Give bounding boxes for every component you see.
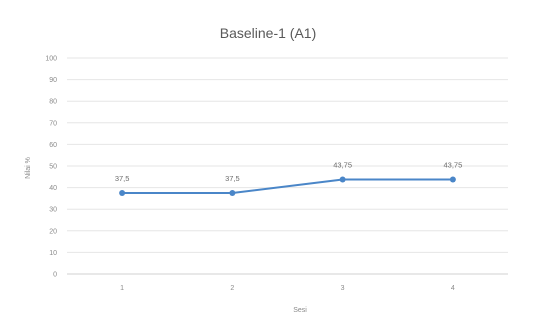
x-tick-label: 4 <box>451 285 455 292</box>
y-tick-label: 40 <box>49 185 57 192</box>
y-tick-label: 20 <box>49 228 57 235</box>
series <box>119 176 456 196</box>
x-tick-label: 3 <box>341 285 345 292</box>
y-tick-label: 30 <box>49 207 57 214</box>
y-tick-label: 80 <box>49 99 57 106</box>
y-tick-labels: 0 10 20 30 40 50 60 70 80 90 100 <box>45 56 57 279</box>
data-label: 37,5 <box>225 174 240 183</box>
data-point <box>229 190 236 196</box>
chart-title: Baseline-1 (A1) <box>220 25 317 41</box>
data-label: 43,75 <box>443 161 462 170</box>
data-labels: 37,5 37,5 43,75 43,75 <box>115 161 462 184</box>
data-point <box>339 176 346 183</box>
x-axis-label: Sesi <box>293 307 307 314</box>
y-tick-label: 60 <box>49 142 57 149</box>
x-tick-labels: 1 2 3 4 <box>120 285 455 292</box>
y-tick-label: 10 <box>49 250 57 257</box>
series-line <box>122 178 453 194</box>
y-tick-label: 0 <box>53 272 57 279</box>
y-tick-label: 100 <box>45 56 57 63</box>
data-point <box>449 176 456 183</box>
y-tick-label: 90 <box>49 77 57 84</box>
data-point <box>119 190 126 196</box>
data-label: 37,5 <box>115 174 130 183</box>
y-tick-label: 70 <box>49 120 57 127</box>
y-tick-label: 50 <box>49 164 57 171</box>
x-tick-label: 1 <box>120 285 124 292</box>
gridlines <box>67 57 508 275</box>
y-axis-label: Nilai % <box>25 157 32 179</box>
data-label: 43,75 <box>333 161 352 170</box>
x-tick-label: 2 <box>230 285 234 292</box>
